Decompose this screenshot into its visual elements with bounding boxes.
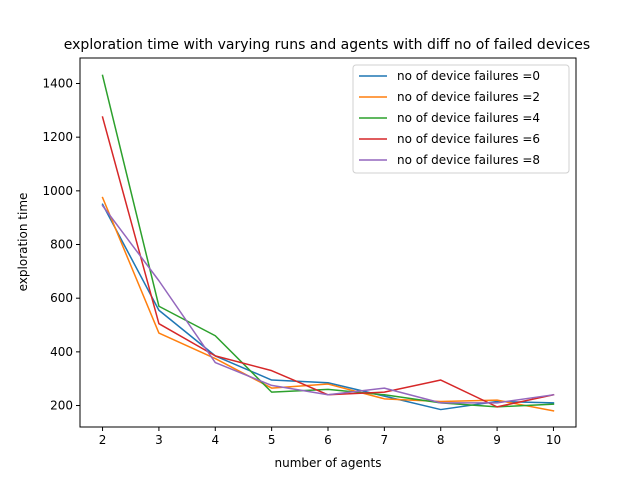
legend-box (352, 64, 570, 174)
legend-label: no of device failures =6 (397, 132, 540, 146)
x-tick-label: 5 (268, 433, 276, 447)
x-tick-label: 3 (155, 433, 163, 447)
x-tick-label: 4 (211, 433, 219, 447)
chart-title: exploration time with varying runs and a… (64, 37, 590, 53)
legend-label: no of device failures =2 (397, 90, 540, 104)
series-lines (101, 74, 555, 412)
x-tick-label: 6 (324, 433, 332, 447)
x-tick-label: 2 (99, 433, 107, 447)
x-axis-label: number of agents (275, 456, 382, 470)
x-tick-label: 10 (546, 433, 561, 447)
series-line-failures-1 (101, 196, 555, 412)
x-tick-label: 7 (381, 433, 389, 447)
x-tick-label: 9 (493, 433, 501, 447)
series-line-failures-0 (101, 203, 555, 411)
y-tick-label: 1400 (42, 76, 73, 90)
series-line-failures-4 (101, 204, 555, 404)
y-tick-label: 600 (50, 291, 73, 305)
x-axis: 2 3 4 5 6 7 8 9 10 (99, 427, 561, 447)
y-axis: 200 400 600 800 1000 1200 1400 (42, 76, 80, 413)
y-axis-label: exploration time (16, 193, 30, 292)
x-tick-label: 8 (437, 433, 445, 447)
y-tick-label: 1000 (42, 184, 73, 198)
series-line-failures-2 (101, 74, 555, 408)
legend-label: no of device failures =4 (397, 111, 540, 125)
y-tick-label: 400 (50, 345, 73, 359)
y-tick-label: 1200 (42, 130, 73, 144)
legend: no of device failures =0 no of device fai… (352, 64, 570, 174)
legend-label: no of device failures =8 (397, 153, 540, 167)
y-tick-label: 800 (50, 238, 73, 252)
y-tick-label: 200 (50, 399, 73, 413)
legend-label: no of device failures =0 (397, 69, 540, 83)
